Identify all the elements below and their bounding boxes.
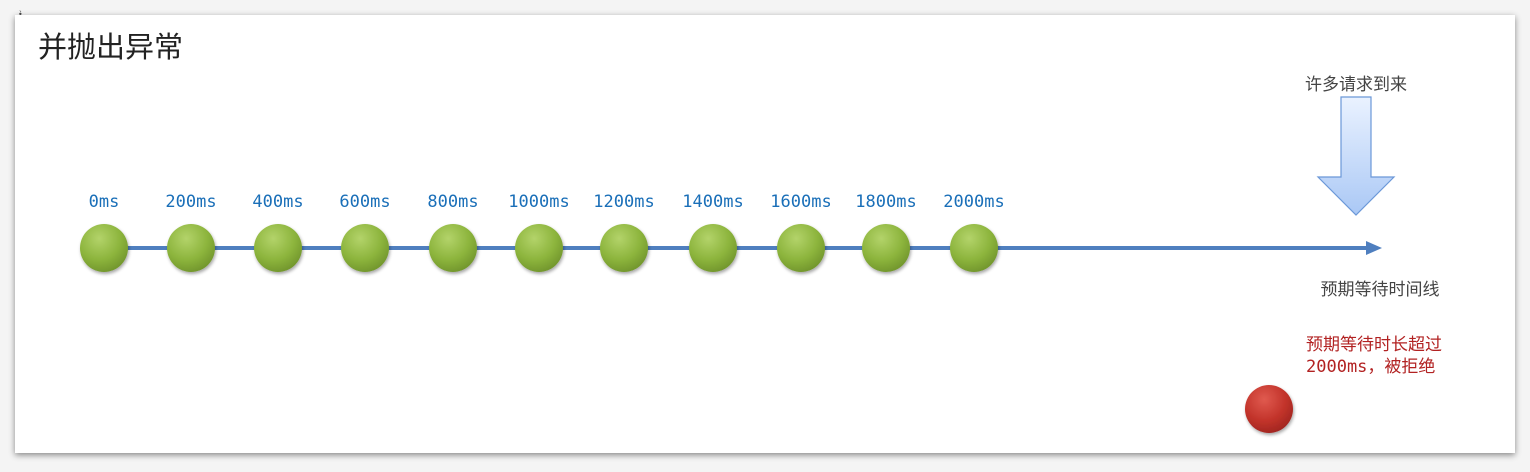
slide-title: 并抛出异常	[38, 30, 184, 64]
tick-label-1600ms: 1600ms	[770, 192, 832, 212]
timeline-node-200ms	[167, 224, 215, 272]
tick-label-1200ms: 1200ms	[593, 192, 655, 212]
rejection-suffix: ，被拒绝	[1367, 357, 1436, 377]
corner-mark: •̀	[18, 10, 23, 19]
timeline-node-1000ms	[515, 224, 563, 272]
tick-label-1000ms: 1000ms	[508, 192, 570, 212]
timeline-node-1200ms	[600, 224, 648, 272]
rejection-note: 预期等待时长超过 2000ms，被拒绝	[1306, 334, 1442, 378]
tick-label-2000ms: 2000ms	[943, 192, 1005, 212]
tick-label-1400ms: 1400ms	[682, 192, 744, 212]
tick-label-600ms: 600ms	[339, 192, 391, 212]
rejection-note-line2: 2000ms，被拒绝	[1306, 356, 1442, 378]
timeline-node-800ms	[429, 224, 477, 272]
rejection-note-line1: 预期等待时长超过	[1306, 335, 1442, 355]
timeline-arrowhead	[1366, 241, 1382, 255]
timeline-node-1400ms	[689, 224, 737, 272]
timeline-node-1800ms	[862, 224, 910, 272]
rejected-request-dot	[1245, 385, 1293, 433]
rejection-threshold: 2000ms	[1306, 357, 1368, 377]
timeline-node-400ms	[254, 224, 302, 272]
incoming-requests-caption: 许多请求到来	[1305, 75, 1407, 95]
tick-label-400ms: 400ms	[252, 192, 304, 212]
incoming-requests-arrow	[1316, 96, 1396, 216]
timeline-node-2000ms	[950, 224, 998, 272]
timeline-caption: 预期等待时间线	[1320, 280, 1440, 300]
timeline-node-600ms	[341, 224, 389, 272]
timeline-node-1600ms	[777, 224, 825, 272]
tick-label-200ms: 200ms	[165, 192, 217, 212]
timeline-nodes	[80, 224, 998, 272]
tick-label-800ms: 800ms	[427, 192, 479, 212]
tick-label-1800ms: 1800ms	[855, 192, 917, 212]
timeline-node-0ms	[80, 224, 128, 272]
tick-label-0ms: 0ms	[88, 192, 120, 212]
